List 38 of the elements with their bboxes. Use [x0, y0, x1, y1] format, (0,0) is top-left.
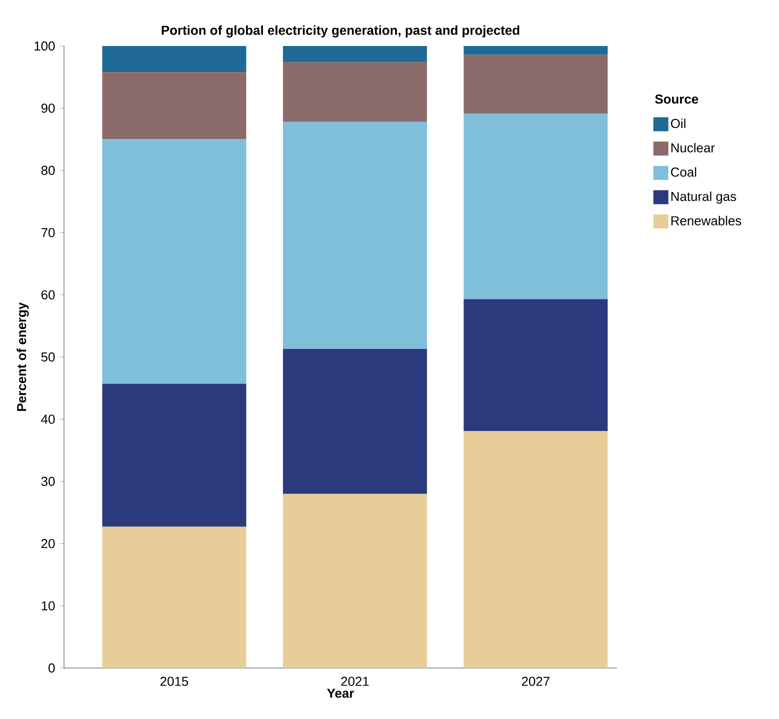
y-tick-label: 0	[48, 663, 55, 673]
bar	[282, 46, 427, 62]
legend-label: Coal	[671, 167, 696, 177]
legend-label: Renewables	[671, 216, 742, 226]
x-tick-label: 2021	[341, 676, 369, 686]
legend-title: Source	[655, 94, 698, 104]
x-axis-title: Year	[327, 688, 354, 698]
bar	[464, 114, 608, 300]
x-tick-label: 2027	[522, 676, 550, 686]
bar	[464, 431, 608, 668]
chart-title: Portion of global electricity generation, past and projected	[162, 25, 520, 38]
bar	[282, 122, 427, 349]
bar	[102, 72, 246, 140]
bar	[464, 299, 608, 432]
bar	[282, 494, 427, 668]
y-tick-label: 20	[41, 539, 55, 548]
bar	[464, 46, 608, 55]
y-tick-label: 70	[42, 228, 55, 238]
legend-label: Nuclear	[671, 142, 715, 152]
y-tick-label: 80	[41, 166, 55, 175]
x-tick-label: 2015	[160, 676, 188, 686]
y-tick-label: 40	[41, 414, 55, 424]
bar	[102, 46, 246, 72]
bar	[102, 526, 246, 668]
bar	[102, 139, 246, 384]
y-axis-title: Percent of energy	[16, 302, 29, 411]
y-tick-label: 10	[42, 601, 55, 610]
legend-label: Natural gas	[671, 192, 736, 204]
bar	[464, 54, 608, 114]
y-tick-label: 90	[41, 104, 55, 113]
y-tick-label: 100	[34, 41, 55, 51]
y-tick-label: 60	[41, 290, 55, 300]
bar	[282, 62, 427, 122]
y-tick-label: 30	[41, 476, 55, 486]
legend-label: Oil	[670, 118, 686, 128]
bar	[102, 384, 246, 527]
bar	[282, 348, 427, 494]
y-tick-label: 50	[41, 352, 55, 362]
